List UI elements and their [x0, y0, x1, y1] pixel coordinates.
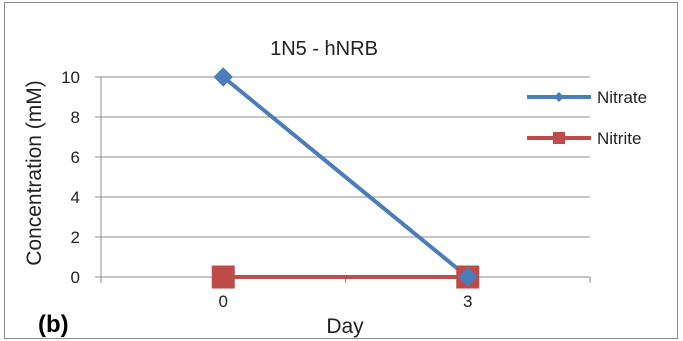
y-tick-label: 6 [71, 148, 80, 167]
x-tick-label: 0 [219, 292, 228, 311]
y-tick-label: 0 [71, 268, 80, 287]
y-tick-label: 10 [61, 68, 80, 87]
axes [95, 77, 590, 283]
chart-title: 1N5 - hNRB [270, 38, 378, 60]
panel-label: (b) [38, 311, 69, 338]
y-tick-label: 8 [71, 108, 80, 127]
y-tick-label: 2 [71, 228, 80, 247]
nitrate-line [223, 77, 468, 277]
gridlines [101, 77, 590, 237]
legend: Nitrate Nitrite [527, 88, 647, 148]
x-axis-title: Day [326, 315, 364, 338]
legend-nitrite-label: Nitrite [597, 129, 641, 148]
nitrite-point [212, 266, 234, 288]
legend-nitrite-marker [553, 132, 565, 144]
x-tick-label: 3 [463, 292, 472, 311]
y-tick-label: 4 [71, 188, 80, 207]
series-lines [212, 68, 479, 288]
legend-nitrate-marker [554, 92, 564, 102]
legend-nitrate-label: Nitrate [597, 88, 647, 107]
y-tick-labels: 0 2 4 6 8 10 [61, 68, 80, 287]
y-axis-title: Concentration (mM) [23, 80, 46, 266]
